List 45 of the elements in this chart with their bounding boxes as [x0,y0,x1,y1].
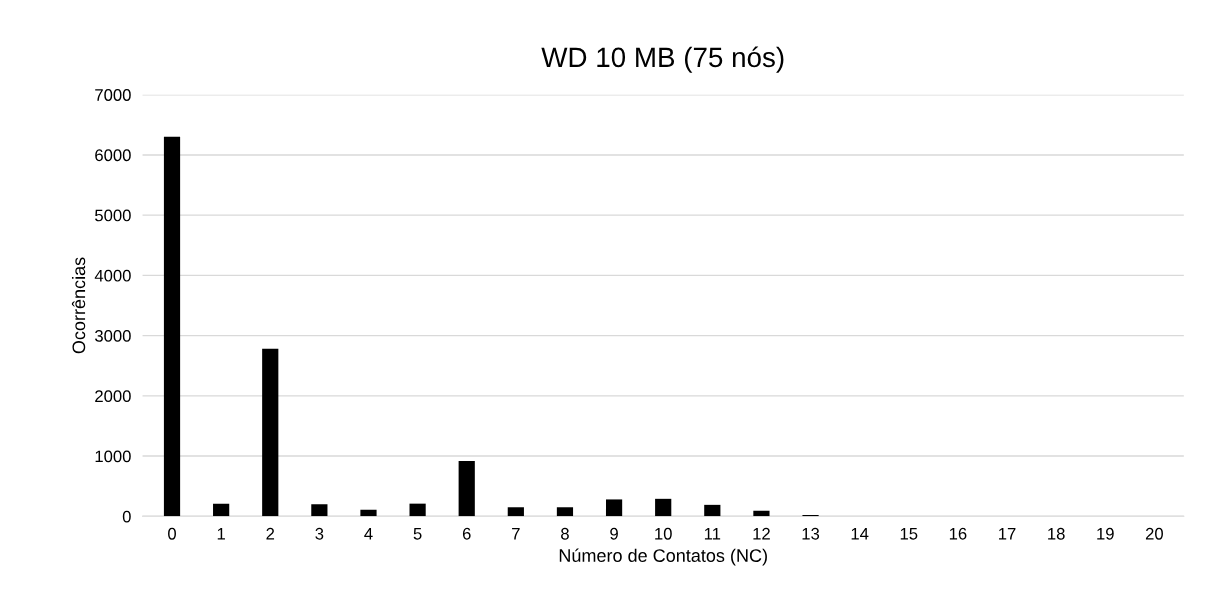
x-axis-title: Número de Contatos (NC) [559,548,767,566]
y-tick-label: 2000 [95,390,131,403]
y-tick-label: 0 [122,510,131,523]
y-tick-label: 1000 [95,450,131,463]
bar [556,507,574,517]
y-tick-label: 3000 [95,330,131,342]
bar [655,498,672,517]
x-tick-label: 1 [217,528,225,540]
y-tick-label: 7000 [95,89,131,101]
x-tick-label: 2 [266,527,275,540]
x-tick-label: 18 [1048,527,1065,540]
bar [704,504,721,517]
x-tick-label: 20 [1145,527,1163,540]
x-tick-label: 16 [949,527,967,540]
bar [262,348,279,517]
x-tick-label: 11 [704,528,721,540]
x-tick-label: 14 [851,528,869,540]
x-tick-label: 7 [512,528,520,540]
bar [605,499,623,517]
x-tick-label: 4 [364,528,373,540]
y-tick-label: 5000 [95,209,131,222]
y-axis-title: Ocorrências [71,257,86,354]
x-tick-label: 10 [655,527,672,540]
bar [360,509,377,517]
x-tick-label: 13 [802,527,820,540]
bar [753,510,770,517]
x-tick-label: 5 [413,528,422,540]
chart-title: WD 10 MB (75 nós) [541,46,784,73]
x-tick-label: 3 [315,527,324,540]
x-tick-label: 12 [753,527,770,540]
x-tick-label: 15 [900,528,918,540]
x-tick-label: 17 [999,528,1016,540]
y-tick-label: 6000 [95,149,131,162]
x-tick-label: 0 [168,527,176,540]
x-tick-label: 6 [462,527,471,540]
bar [311,504,328,517]
bar [507,507,524,517]
bar [458,460,475,517]
x-tick-label: 9 [610,527,618,540]
bar [409,503,426,517]
x-tick-label: 19 [1097,527,1114,540]
bar [163,136,181,517]
y-tick-label: 4000 [94,269,131,282]
bar [213,503,230,517]
x-tick-label: 8 [561,527,569,540]
